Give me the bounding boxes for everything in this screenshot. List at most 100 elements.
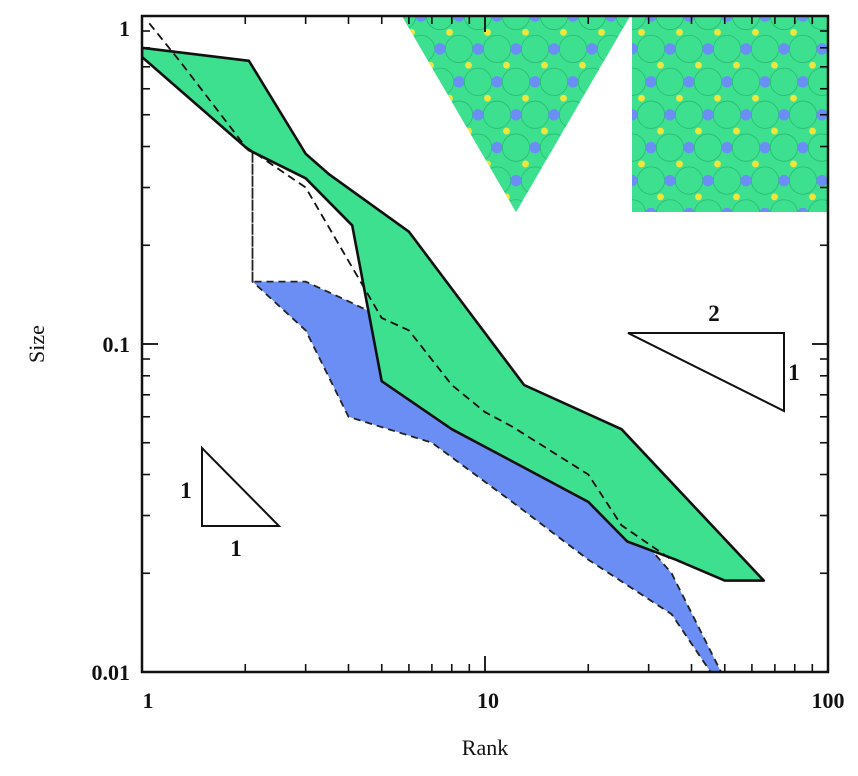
inset-large-circle <box>713 233 740 260</box>
inset-dot <box>638 160 645 168</box>
inset-large-circle <box>580 200 607 227</box>
inset-large-circle <box>673 233 700 260</box>
inset-large-circle <box>846 2 858 29</box>
inset-dot <box>446 160 453 168</box>
inset-large-circle <box>731 133 761 162</box>
inset-large-circle <box>731 199 761 212</box>
inset-large-circle <box>539 133 569 162</box>
inset-large-circle <box>577 67 607 96</box>
x-tick-label-10: 10 <box>477 688 499 713</box>
inset-large-circle <box>402 133 417 162</box>
inset-dot <box>560 226 567 233</box>
inset-small-circle <box>415 16 427 22</box>
inset-large-circle <box>559 233 586 260</box>
inset-small-circle <box>415 207 427 212</box>
inset-small-circle <box>702 174 714 187</box>
inset-dot <box>408 94 415 102</box>
inset-small-circle <box>491 207 503 212</box>
inset-dot <box>598 94 605 102</box>
inset-dot <box>522 160 529 168</box>
inset-small-circle <box>816 241 827 252</box>
inset-dot <box>638 226 645 233</box>
inset-small-circle <box>664 174 676 187</box>
inset-large-circle <box>769 67 799 96</box>
inset-dot <box>389 193 396 200</box>
inset-dot <box>370 161 377 168</box>
inset-dot <box>446 28 453 36</box>
inset-small-circle <box>721 207 733 212</box>
inset-small-circle <box>645 76 657 88</box>
inset-small-circle <box>377 142 388 153</box>
inset-small-circle <box>683 76 695 88</box>
inset-dot <box>752 226 759 233</box>
inset-large-circle <box>558 34 588 63</box>
inset-dot <box>657 127 664 135</box>
inset-dot <box>522 28 529 36</box>
y-tick-label-1: 1 <box>119 16 130 41</box>
inset-large-circle <box>369 35 396 62</box>
inset-large-circle <box>750 166 780 195</box>
inset-large-circle <box>846 200 858 227</box>
inset-large-circle <box>425 199 455 212</box>
inset-large-circle <box>674 100 704 129</box>
inset-dot <box>503 127 510 135</box>
inset-small-circle <box>740 109 752 121</box>
inset-small-circle <box>854 175 858 186</box>
inset-dot <box>847 259 854 266</box>
inset-large-circle <box>826 109 828 121</box>
inset-large-circle <box>350 134 377 161</box>
inset-dot <box>695 127 702 135</box>
inset-small-circle <box>529 207 541 212</box>
inset-small-circle <box>632 174 638 187</box>
inset-small-circle <box>491 76 503 88</box>
inset-dot <box>522 226 529 233</box>
inset-large-circle <box>675 233 702 260</box>
inset-large-circle <box>558 166 588 195</box>
inset-large-circle <box>425 133 455 162</box>
inset-dot <box>598 160 605 168</box>
inset-dot <box>752 28 759 36</box>
plot-area <box>142 22 766 672</box>
inset-small-circle <box>605 16 617 22</box>
inset-small-circle <box>607 208 618 219</box>
inset-dot <box>619 193 626 200</box>
inset-small-circle <box>529 76 541 88</box>
inset-large-circle <box>402 67 417 96</box>
inset-large-circle <box>599 167 626 194</box>
reference-dashed-line <box>148 22 673 561</box>
inset-dot <box>484 226 491 233</box>
inset-large-circle <box>599 101 626 128</box>
inset-dot <box>674 226 681 233</box>
inset-large-circle <box>406 100 436 129</box>
inset-dot <box>600 161 607 168</box>
inset-dot <box>657 61 664 69</box>
inset-small-circle <box>759 16 771 22</box>
inset-small-circle <box>402 174 408 187</box>
inset-dot <box>693 259 700 266</box>
inset-large-circle <box>712 34 742 63</box>
inset-dot <box>370 29 377 36</box>
inset-large-circle <box>520 34 550 63</box>
inset-small-circle <box>702 109 714 121</box>
inset-dot <box>408 28 415 36</box>
slope-half-rise-label: 1 <box>788 360 800 385</box>
inset-small-circle <box>472 174 484 187</box>
inset-large-circle <box>483 233 510 260</box>
inset-large-circle <box>788 34 818 63</box>
inset-large-circle <box>444 100 474 129</box>
inset-dot <box>560 160 567 168</box>
inset-dot <box>714 94 721 102</box>
inset-small-circle <box>377 76 388 87</box>
inset-large-circle <box>693 67 723 96</box>
inset-small-circle <box>626 241 637 252</box>
inset-large-circle <box>596 166 626 195</box>
inset-large-circle <box>788 100 818 129</box>
inset-dot <box>638 28 645 36</box>
inset-small-circle <box>740 43 752 55</box>
inset-large-circle <box>731 67 761 96</box>
inset-large-circle <box>444 166 474 195</box>
inset-dot <box>733 259 740 266</box>
inset-dot <box>503 61 510 69</box>
inset-dot <box>771 127 778 135</box>
inset-large-circle <box>463 67 493 96</box>
